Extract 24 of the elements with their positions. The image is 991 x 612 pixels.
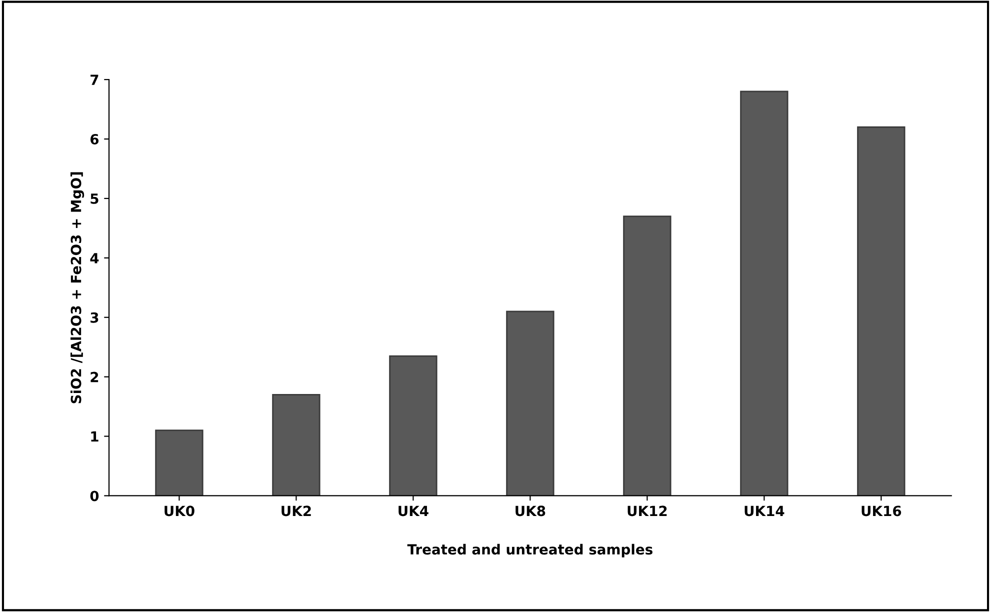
y-tick-label: 0: [90, 490, 99, 502]
x-axis-title: Treated and untreated samples: [407, 544, 652, 558]
x-tick-label: UK16: [862, 506, 902, 516]
x-tick-label: UK8: [516, 506, 546, 516]
y-tick-label: 6: [90, 134, 99, 144]
y-tick-label: 1: [91, 431, 98, 442]
bar: [155, 430, 204, 496]
x-tick-label: UK2: [282, 506, 311, 516]
y-tick-label: 2: [90, 372, 98, 382]
x-tick-label: UK12: [628, 506, 667, 516]
y-axis-title: SiO2 /[Al2O3 + Fe2O3 + MgO]: [70, 172, 84, 404]
x-tick-label: UK4: [398, 506, 428, 516]
bar: [857, 126, 906, 496]
y-tick-label: 7: [90, 74, 98, 85]
y-tick-label: 5: [90, 194, 98, 204]
bar: [506, 310, 554, 496]
x-tick-label: UK14: [744, 506, 784, 516]
bar: [272, 394, 320, 496]
x-tick-label: UK0: [164, 506, 194, 516]
y-tick-label: 4: [90, 253, 99, 264]
bar: [623, 216, 672, 496]
bar: [389, 355, 438, 496]
y-tick-label: 3: [90, 312, 98, 323]
bar: [740, 90, 788, 496]
